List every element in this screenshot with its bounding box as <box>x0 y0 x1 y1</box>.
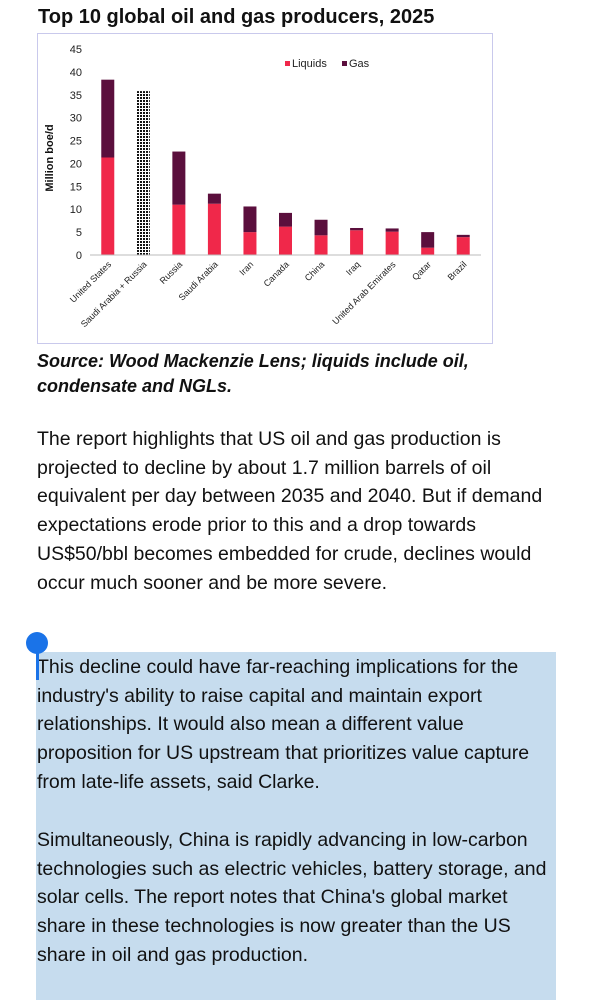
bar-liquids <box>350 230 364 255</box>
y-tick-label: 25 <box>70 136 82 148</box>
y-tick-label: 30 <box>70 113 82 125</box>
bar-gas <box>385 228 399 232</box>
bar-liquids <box>136 152 150 255</box>
bar-liquids <box>456 237 470 255</box>
bar-liquids <box>385 231 399 255</box>
text-selection-highlight <box>36 652 556 1000</box>
y-tick-label: 15 <box>70 181 82 193</box>
bar-gas <box>350 227 364 231</box>
bar-liquids <box>421 247 435 255</box>
x-tick-label: Canada <box>262 259 291 288</box>
bar-liquids <box>207 203 221 255</box>
legend-label-liquids: Liquids <box>292 58 327 70</box>
y-tick-label: 0 <box>76 250 82 262</box>
selection-caret[interactable] <box>36 646 39 680</box>
bar-gas <box>456 234 470 238</box>
x-tick-label: Qatar <box>410 259 433 282</box>
x-tick-label: Iran <box>237 259 255 277</box>
bar-gas <box>243 206 257 233</box>
x-tick-label: Iraq <box>344 259 362 277</box>
legend-swatch-liquids <box>285 61 290 66</box>
y-tick-label: 45 <box>70 44 82 56</box>
bar-liquids <box>243 232 257 255</box>
y-tick-label: 10 <box>70 204 82 216</box>
bar-liquids <box>172 204 186 255</box>
bar-gas <box>207 193 221 204</box>
bar-gas <box>421 232 435 248</box>
chart-legend: Liquids Gas <box>285 58 370 70</box>
bar-liquids <box>279 226 292 255</box>
x-tick-label: Saudi Arabia + Russia <box>79 259 149 329</box>
y-tick-label: 20 <box>70 158 82 170</box>
bar-liquids <box>314 235 328 255</box>
article-paragraph[interactable]: The report highlights that US oil and ga… <box>37 428 543 594</box>
chart-title: Top 10 global oil and gas producers, 202… <box>38 6 435 28</box>
bar-gas <box>172 151 186 205</box>
bar-gas <box>279 212 292 227</box>
bar-gas <box>101 79 115 158</box>
y-axis: 0 5 10 15 20 25 30 35 40 45 <box>70 44 82 262</box>
legend-swatch-gas <box>342 61 347 66</box>
y-tick-label: 5 <box>76 227 82 239</box>
article-paragraph-selected[interactable]: Simultaneously, China is rapidly advanci… <box>37 829 547 966</box>
bar-series <box>101 79 470 255</box>
source-caption: Source: Wood Mackenzie Lens; liquids inc… <box>37 351 469 396</box>
legend-label-gas: Gas <box>349 58 370 70</box>
selection-start-handle[interactable] <box>26 632 48 654</box>
x-tick-label: Brazil <box>446 259 469 282</box>
article-paragraph-selected[interactable]: This decline could have far-reaching imp… <box>37 656 530 793</box>
bar-gas <box>136 91 150 153</box>
bar-chart: 0 5 10 15 20 25 30 35 40 45 United States Saudi Ar… <box>37 33 493 344</box>
x-tick-label: Russia <box>158 259 185 286</box>
y-tick-label: 40 <box>70 67 82 79</box>
x-tick-label: China <box>303 259 327 283</box>
x-tick-label: United Arab Emirates <box>330 259 398 327</box>
y-tick-label: 35 <box>70 90 82 102</box>
y-axis-label: Million boe/d <box>44 124 56 191</box>
bar-gas <box>314 219 328 236</box>
bar-liquids <box>101 157 115 255</box>
